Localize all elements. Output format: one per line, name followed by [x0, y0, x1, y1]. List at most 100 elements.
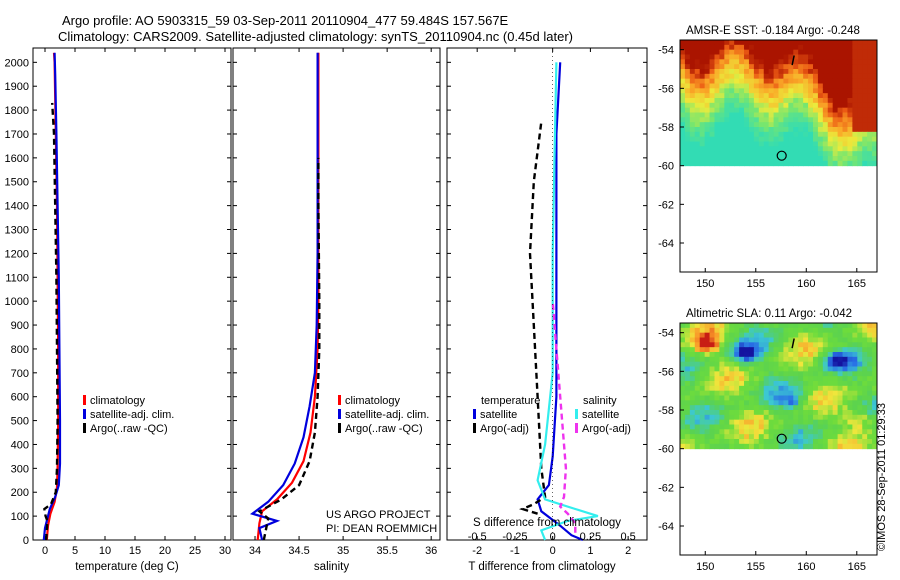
sla_map-cell [798, 405, 804, 411]
sla_map-cell [852, 327, 858, 334]
sst_map-cell [734, 64, 740, 70]
sst_map-cell [689, 98, 696, 104]
sla_map-cell [768, 337, 775, 343]
sst_map-cell [739, 64, 745, 70]
sst_map-cell [827, 40, 834, 46]
sst_map-cell [822, 83, 829, 89]
sla_map-cell [827, 376, 834, 382]
sst_map-cell [684, 98, 691, 104]
sst_map-cell [827, 64, 834, 70]
sla_map-cell [758, 332, 765, 338]
sst_map-cell [748, 69, 755, 75]
sst_map-cell [724, 146, 730, 152]
sla_map-cell [832, 342, 839, 348]
sst_map-cell [822, 102, 829, 109]
sst_map-cell [763, 156, 770, 162]
sst_map-cell [798, 112, 804, 118]
sst_map-ytick-label: -54 [658, 45, 674, 57]
sst_map-cell [714, 69, 720, 75]
sst_map-cell [808, 78, 814, 84]
sst_map-cell [778, 117, 784, 123]
sla_map-cell [734, 410, 740, 416]
sla_map-cell [724, 347, 730, 353]
sst_map-cell [773, 54, 779, 60]
sla_map-cell [689, 332, 696, 338]
sst_map-cell [709, 49, 715, 55]
sst_map-cell [857, 112, 863, 118]
legend-temperature-title: temperature [481, 395, 540, 407]
sla_map-cell [748, 439, 755, 445]
sst_map-cell [798, 44, 804, 51]
depth-tick-label: 300 [11, 463, 29, 475]
sst_map-cell [719, 73, 725, 80]
sst_map-cell [852, 73, 858, 80]
sst_map-cell [714, 141, 720, 147]
sla_map-cell [739, 414, 745, 421]
sst_map-cell [862, 88, 868, 94]
sla_map-cell [778, 366, 784, 372]
sla_map-cell [822, 356, 829, 363]
sst_map-cell [753, 112, 760, 118]
sla_map-cell [842, 352, 848, 358]
sla_map-cell [734, 381, 740, 387]
sst_map-cell [719, 44, 725, 51]
legend-entry: satellite [582, 409, 619, 421]
sst_map-cell [827, 127, 834, 133]
salinity-xtick-label: 35.5 [376, 545, 397, 557]
sla_map-cell [862, 332, 868, 338]
sst_map-cell [744, 88, 750, 94]
sla_map-cell [719, 323, 725, 329]
sst_map-cell [827, 98, 834, 104]
sst_map-cell [852, 107, 858, 113]
sla_map-cell [753, 342, 760, 348]
sla_map-cell [724, 390, 730, 396]
sla_map-cell [744, 395, 750, 401]
sst_map-cell [837, 40, 844, 46]
sla_map-cell [763, 347, 770, 353]
sla_map-cell [699, 405, 706, 411]
sst_map-cell [773, 131, 779, 138]
sst_map-cell [763, 160, 770, 167]
sla_map-cell [872, 332, 877, 338]
sla_map-cell [788, 424, 794, 430]
sla_map-cell [748, 385, 755, 392]
sst_map-cell [773, 40, 779, 46]
sst_map-cell [822, 59, 829, 65]
sla_map-cell [748, 410, 755, 416]
sst_map-cell [699, 141, 706, 147]
sla_map-cell [739, 332, 745, 338]
sla_map-cell [680, 434, 686, 440]
sst_map-cell [842, 122, 848, 128]
sla_map-cell [719, 439, 725, 445]
sla_map-frame [679, 322, 878, 556]
sst_map-cell [778, 64, 784, 70]
sla_map-cell [817, 439, 824, 445]
sla_map-cell [768, 366, 775, 372]
sst_map-cell [709, 88, 715, 94]
sla_map-cell [719, 385, 725, 392]
sst_map-cell [798, 59, 804, 65]
sst_map-cell [729, 117, 735, 123]
sla_map-cell [808, 371, 814, 377]
sla_map-cell [753, 385, 760, 392]
sla_map-cell [758, 395, 765, 401]
sst_map-cell [857, 160, 863, 167]
sst_map-cell [867, 102, 873, 109]
sla_map-cell [788, 376, 794, 382]
sst_map-cell [689, 40, 696, 46]
sla_map-cell [852, 390, 858, 396]
sst_map-cell [808, 59, 814, 65]
sla_map-cell [857, 381, 863, 387]
sla_map-cell [808, 400, 814, 406]
sla_map-cell [798, 424, 804, 430]
sla_map-cell [847, 366, 853, 372]
sla_map-cell [714, 424, 720, 430]
difference-top-xtick-label: -0.25 [502, 531, 527, 543]
sla_map-cell [817, 347, 824, 353]
sla_map-cell [758, 366, 765, 372]
sla_map-cell [729, 342, 735, 348]
sst_map-cell [758, 156, 765, 162]
sst_map-cell [724, 136, 730, 142]
legend-swatch [575, 423, 578, 433]
sst_map-cell [822, 156, 829, 162]
